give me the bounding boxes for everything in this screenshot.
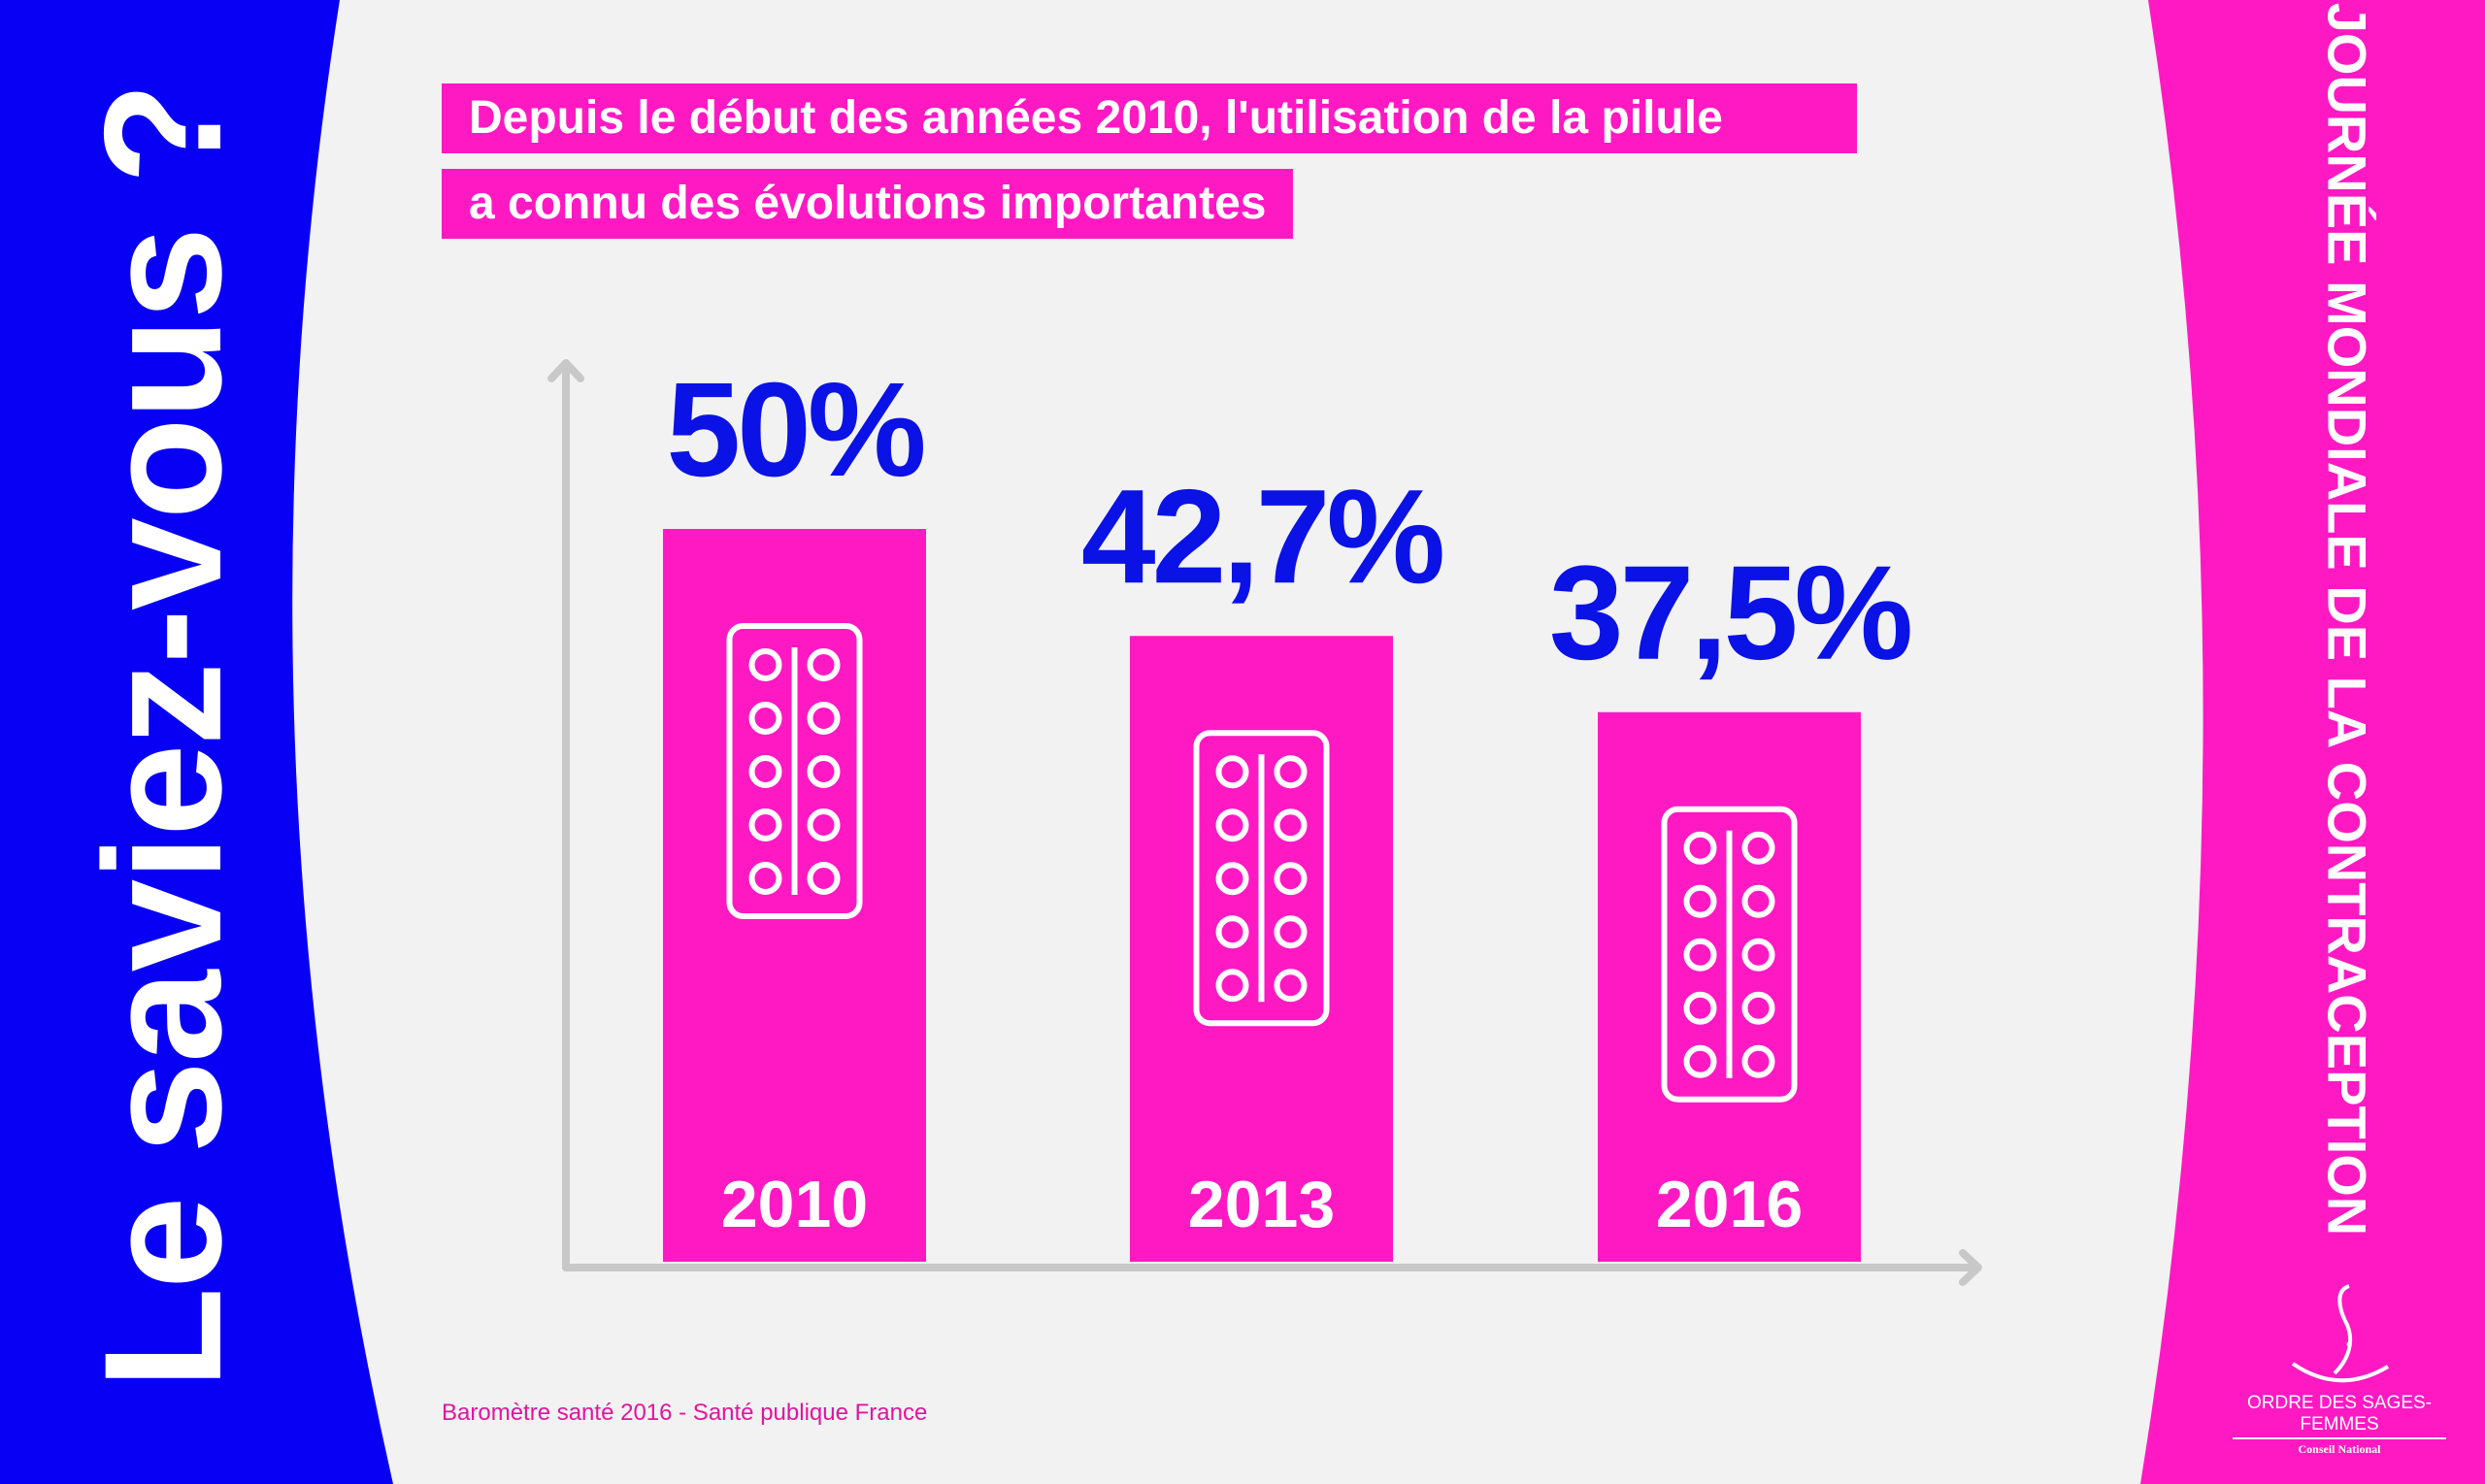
right-pink-panel [2140,0,2485,1484]
pill-blister-icon [1661,806,1798,1103]
headline-line-1: Depuis le début des années 2010, l'utili… [442,83,1857,153]
pill-blister-icon [726,623,863,919]
category-label-2016: 2016 [1656,1168,1803,1241]
logo-emblem-icon [2291,1284,2390,1383]
pill-blister-part [1683,1044,1717,1078]
data-label-2013: 42,7% [1081,462,1443,611]
pill-blister-part [1683,938,1717,972]
logo-name: ORDRE DES SAGES-FEMMES [2233,1393,2446,1439]
category-label-2010: 2010 [721,1168,868,1241]
pill-blister-part [1741,831,1775,865]
logo: ORDRE DES SAGES-FEMMES Conseil National [2233,1281,2446,1457]
pill-blister-part [1274,755,1308,789]
pill-blister-part [1683,991,1717,1025]
source-note: Baromètre santé 2016 - Santé publique Fr… [442,1400,928,1426]
pill-blister-part [1215,862,1249,896]
data-label-2016: 37,5% [1549,539,1911,688]
pill-blister-part [1215,755,1249,789]
pill-blister-part [1215,808,1249,842]
pill-blister-part [807,755,841,788]
x-axis [562,1249,1982,1286]
pill-blister-part [748,702,782,735]
pill-blister-part [748,755,782,788]
pill-blister-part [1741,1044,1775,1078]
pill-blister-part [1661,806,1798,1103]
pill-blister-part [748,808,782,841]
pill-blister-part [1215,915,1249,949]
category-label-2013: 2013 [1188,1168,1335,1241]
pill-blister-part [807,702,841,735]
data-label-2010: 50% [666,355,923,505]
pill-blister-part [807,648,841,681]
headline-line-2: a connu des évolutions importantes [442,169,1294,239]
pill-blister-part [1741,884,1775,918]
pill-blister-part [726,623,863,919]
pill-blister-part [1741,991,1775,1025]
pill-blister-part [807,862,841,895]
pill-blister-part [748,862,782,895]
pill-blister-part [1741,938,1775,972]
y-axis [547,359,584,1271]
pill-blister-part [807,808,841,841]
pill-blister-part [1274,862,1308,896]
pill-blister-part [1193,730,1330,1027]
logo-subtitle: Conseil National [2298,1442,2381,1456]
pill-blister-part [1683,884,1717,918]
pill-blister-part [748,648,782,681]
pill-blister-part [1274,969,1308,1003]
pill-blister-part [1215,969,1249,1003]
pill-blister-icon [1193,730,1330,1027]
bar-2010 [663,529,926,1262]
left-blue-panel [0,0,393,1484]
pill-blister-part [1274,915,1308,949]
pill-blister-part [1683,831,1717,865]
pill-blister-part [1274,808,1308,842]
